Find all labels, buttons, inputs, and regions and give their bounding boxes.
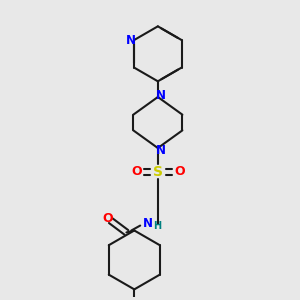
- Text: S: S: [153, 165, 163, 178]
- Text: O: O: [131, 165, 142, 178]
- Text: N: N: [143, 217, 153, 230]
- Text: N: N: [156, 88, 166, 101]
- Text: H: H: [153, 220, 161, 231]
- Text: N: N: [126, 34, 136, 46]
- Text: O: O: [174, 165, 185, 178]
- Text: N: N: [156, 143, 166, 157]
- Text: O: O: [103, 212, 113, 225]
